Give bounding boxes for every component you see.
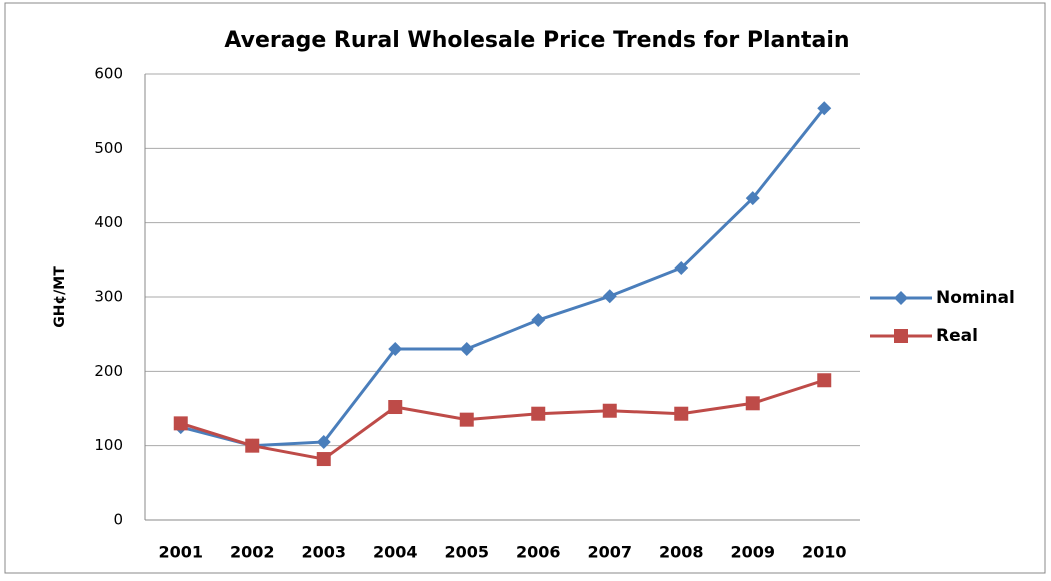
marker (531, 406, 546, 421)
y-tick-label: 0 (113, 511, 123, 529)
x-tick-label: 2010 (802, 543, 847, 562)
legend-label: Real (936, 326, 978, 346)
marker (817, 373, 832, 388)
y-tick-label: 300 (94, 288, 123, 306)
legend-marker (894, 329, 908, 343)
marker (745, 396, 760, 411)
marker (316, 434, 331, 449)
y-tick-label: 200 (94, 362, 123, 380)
marker (745, 191, 760, 206)
x-tick-label: 2008 (659, 543, 704, 562)
marker (459, 342, 474, 357)
y-tick-label: 100 (94, 436, 123, 454)
y-tick-label: 500 (94, 139, 123, 157)
x-tick-label: 2001 (158, 543, 203, 562)
x-tick-label: 2006 (516, 543, 561, 562)
marker (674, 406, 689, 421)
x-tick-label: 2005 (444, 543, 489, 562)
x-tick-label: 2007 (587, 543, 632, 562)
x-tick-label: 2002 (230, 543, 275, 562)
marker (674, 261, 689, 276)
legend-label: Nominal (936, 288, 1015, 308)
series-line (180, 378, 825, 461)
marker (388, 400, 403, 415)
legend-marker (894, 291, 908, 305)
marker (531, 313, 546, 328)
marker (459, 412, 474, 427)
series-line (180, 107, 826, 448)
marker (173, 416, 188, 431)
marker (245, 438, 260, 453)
marker (602, 289, 617, 304)
chart-frame (4, 2, 1046, 574)
x-tick-label: 2004 (373, 543, 418, 562)
x-tick-label: 2009 (730, 543, 775, 562)
marker (316, 452, 331, 467)
marker (388, 342, 403, 357)
y-axis-label: GH¢/MT (52, 266, 68, 328)
marker (817, 101, 832, 116)
y-tick-label: 400 (94, 213, 123, 231)
x-tick-label: 2003 (301, 543, 346, 562)
chart-title: Average Rural Wholesale Price Trends for… (224, 28, 849, 53)
marker (602, 403, 617, 418)
y-tick-label: 600 (94, 65, 123, 83)
